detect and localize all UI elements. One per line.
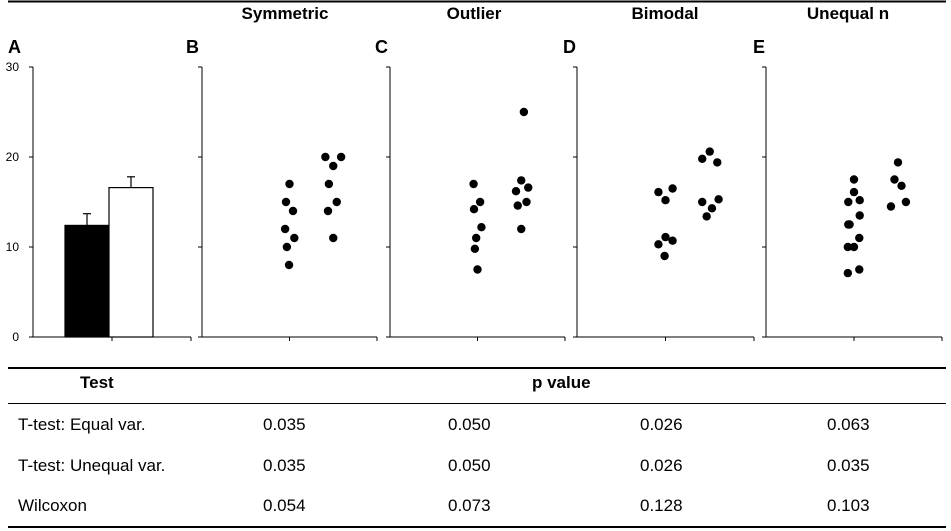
- table-bottom-rule: [8, 526, 946, 528]
- data-point: [477, 223, 486, 232]
- table-row: T-test: Unequal var. 0.035 0.050 0.026 0…: [0, 446, 951, 486]
- data-point: [469, 179, 478, 189]
- data-point: [329, 233, 338, 243]
- data-point: [661, 196, 670, 205]
- data-point: [890, 175, 899, 184]
- table-top-rule: [8, 367, 946, 369]
- data-point: [844, 220, 853, 229]
- table-cell-value: 0.103: [827, 496, 870, 515]
- panel-title: Symmetric: [242, 4, 329, 23]
- data-point: [855, 233, 864, 243]
- data-point: [336, 152, 346, 162]
- panel-letter: D: [563, 37, 576, 57]
- data-point: [288, 206, 298, 216]
- table-cell-value: 0.073: [448, 496, 491, 515]
- data-point: [714, 195, 723, 204]
- table-cell-value: 0.035: [263, 415, 306, 434]
- data-point: [517, 176, 526, 185]
- data-point: [849, 242, 859, 252]
- data-point: [290, 233, 299, 243]
- data-point: [522, 197, 531, 207]
- data-point: [843, 268, 853, 278]
- data-point: [855, 196, 864, 205]
- data-point: [470, 244, 480, 253]
- table-cell-test: T-test: Equal var.: [18, 415, 146, 434]
- data-point: [849, 175, 859, 184]
- y-tick-label: 30: [6, 60, 20, 74]
- table-cell-value: 0.128: [640, 496, 683, 515]
- table-row: T-test: Equal var. 0.035 0.050 0.026 0.0…: [0, 405, 951, 445]
- data-point: [511, 187, 521, 196]
- data-point: [524, 183, 533, 192]
- table-cell-value: 0.063: [827, 415, 870, 434]
- data-point: [519, 107, 529, 117]
- data-point: [707, 204, 717, 213]
- table-header-p-value: p value: [532, 373, 591, 392]
- table-cell-value: 0.026: [640, 456, 683, 475]
- data-point: [284, 260, 294, 270]
- table-cell-value: 0.026: [640, 415, 683, 434]
- data-point: [281, 197, 291, 207]
- data-point: [713, 158, 722, 167]
- data-point: [324, 179, 334, 189]
- data-point: [654, 240, 663, 249]
- data-point: [517, 224, 526, 234]
- data-point: [897, 181, 906, 190]
- table-cell-value: 0.050: [448, 415, 491, 434]
- data-point: [513, 201, 522, 210]
- data-point: [473, 265, 482, 274]
- data-point: [332, 197, 341, 207]
- data-point: [475, 197, 485, 207]
- panel-letter: B: [186, 37, 199, 57]
- data-point: [855, 265, 864, 274]
- data-point: [280, 224, 290, 234]
- table-cell-value: 0.050: [448, 456, 491, 475]
- data-point: [901, 197, 911, 207]
- data-point: [469, 205, 479, 214]
- y-tick-label: 0: [12, 330, 19, 344]
- table-cell-test: Wilcoxon: [18, 496, 87, 515]
- panel-title: Bimodal: [631, 4, 698, 23]
- bar: [108, 187, 154, 338]
- data-point: [886, 202, 896, 211]
- data-point: [844, 197, 853, 207]
- table-header-test: Test: [80, 373, 114, 392]
- y-tick-label: 20: [6, 150, 20, 164]
- data-point: [654, 187, 663, 197]
- panel-letter: E: [753, 37, 765, 57]
- table-header-rule: [8, 403, 946, 404]
- panel-letter: A: [8, 37, 21, 57]
- table-row: Wilcoxon 0.054 0.073 0.128 0.103: [0, 486, 951, 526]
- data-point: [329, 161, 338, 171]
- data-point: [855, 211, 864, 220]
- table-cell-value: 0.035: [827, 456, 870, 475]
- table-cell-value: 0.035: [263, 456, 306, 475]
- data-point: [471, 233, 481, 243]
- data-point: [702, 212, 711, 221]
- panel-title: Unequal n: [807, 4, 889, 23]
- data-point: [282, 242, 292, 252]
- data-point: [698, 197, 707, 207]
- data-point: [698, 154, 707, 163]
- data-point: [660, 251, 669, 261]
- panel-letter: C: [375, 37, 388, 57]
- data-point: [661, 232, 670, 242]
- table-cell-test: T-test: Unequal var.: [18, 456, 166, 475]
- data-point: [668, 184, 677, 193]
- panel-title: Outlier: [447, 4, 502, 23]
- data-point: [323, 206, 333, 216]
- data-point: [705, 147, 714, 156]
- data-point: [321, 152, 330, 162]
- y-tick-label: 10: [6, 240, 20, 254]
- data-point: [285, 179, 294, 189]
- data-point: [893, 158, 903, 167]
- bar: [64, 224, 110, 338]
- data-point: [843, 242, 853, 252]
- table-cell-value: 0.054: [263, 496, 306, 515]
- data-point: [668, 236, 677, 245]
- data-point: [849, 187, 859, 197]
